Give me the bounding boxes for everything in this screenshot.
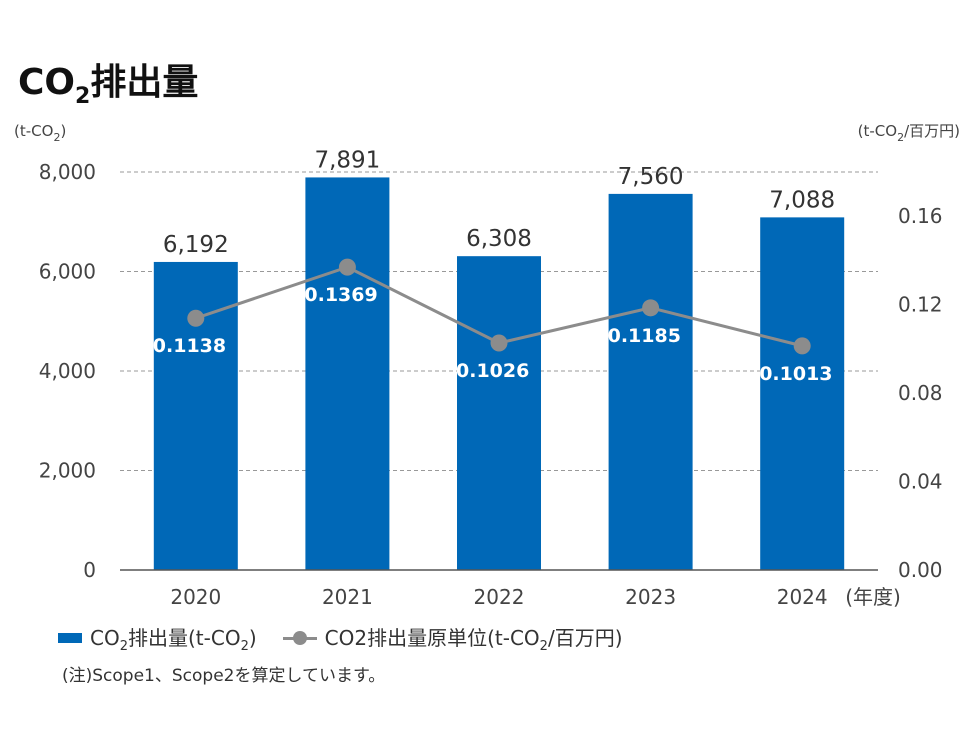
- intensity-point: [187, 309, 205, 327]
- right-y-tick-label: 0.00: [898, 558, 943, 582]
- left-y-tick-label: 8,000: [39, 160, 96, 184]
- intensity-point: [642, 299, 660, 317]
- bar: [457, 256, 541, 570]
- x-tick-label: 2022: [474, 585, 525, 609]
- x-tick-label: 2021: [322, 585, 373, 609]
- bar-value-label: 7,088: [769, 187, 835, 213]
- legend-line-label: CO2排出量原単位(t-CO2/百万円): [325, 622, 623, 654]
- legend-bar-label: CO2排出量(t-CO2): [90, 622, 257, 654]
- legend-line-post: /百万円): [547, 626, 623, 650]
- left-y-tick-label: 4,000: [39, 359, 96, 383]
- x-axis-suffix: (年度): [845, 585, 901, 609]
- left-y-tick-label: 0: [83, 558, 96, 582]
- intensity-value-label: 0.1185: [608, 325, 681, 347]
- chart-title: CO2排出量: [18, 62, 198, 109]
- intensity-value-label: 0.1138: [153, 335, 226, 357]
- left-axis-unit-post: ): [60, 122, 66, 140]
- legend-line-swatch: [282, 631, 317, 645]
- footnote: (注)Scope1、Scope2を算定しています。: [62, 666, 386, 686]
- legend-bar-swatch: [58, 633, 82, 643]
- right-axis-unit-pre: (t-CO: [858, 122, 897, 140]
- chart-title-main: CO: [18, 62, 75, 103]
- right-axis-unit: (t-CO2/百万円): [858, 122, 960, 144]
- legend-bar-sub2: 2: [240, 639, 249, 654]
- legend-line-pre: CO2排出量原単位(t-CO: [324, 626, 540, 650]
- x-tick-label: 2020: [170, 585, 221, 609]
- left-y-tick-label: 2,000: [39, 459, 96, 483]
- bar: [305, 177, 390, 571]
- data-labels: 6,192 7,891 6,308 7,560 7,088 0.1138 0.1369 0.1…: [153, 147, 835, 384]
- legend-bar-post2: ): [248, 626, 257, 650]
- x-tick-label: 2024: [777, 585, 828, 609]
- x-tick-label: 2023: [625, 585, 676, 609]
- left-axis-unit-sub: 2: [53, 131, 60, 144]
- axes: 0 2,000 4,000 6,000 8,000 0.00 0.04 0.08 0.12 0.1…: [39, 160, 943, 609]
- right-y-tick-label: 0.04: [898, 470, 943, 494]
- chart-title-tail: 排出量: [90, 62, 198, 103]
- right-axis-unit-sub: 2: [897, 131, 904, 144]
- bar-value-label: 6,192: [163, 232, 229, 258]
- bar-value-label: 6,308: [466, 226, 532, 252]
- legend-bar-sub: 2: [119, 639, 128, 654]
- right-y-tick-label: 0.16: [898, 204, 943, 228]
- right-axis-unit-post: /百万円): [904, 122, 960, 140]
- intensity-point: [338, 258, 356, 276]
- bar-value-label: 7,560: [618, 164, 684, 190]
- left-axis-unit: (t-CO2): [14, 122, 66, 144]
- chart-title-sub: 2: [75, 84, 90, 109]
- intensity-point: [490, 334, 508, 352]
- right-y-tick-label: 0.08: [898, 381, 943, 405]
- intensity-value-label: 0.1026: [456, 360, 529, 382]
- bar: [608, 193, 693, 570]
- right-y-tick-label: 0.12: [898, 293, 943, 317]
- bar: [760, 217, 845, 570]
- legend-bar-post: 排出量(t-CO: [128, 626, 241, 650]
- intensity-value-label: 0.1013: [759, 363, 832, 385]
- left-axis-unit-pre: (t-CO: [14, 122, 53, 140]
- legend-line-sub: 2: [539, 639, 548, 654]
- bar-value-label: 7,891: [314, 147, 380, 173]
- intensity-line: [187, 258, 811, 355]
- legend: CO2排出量(t-CO2) CO2排出量原単位(t-CO2/百万円): [58, 622, 623, 654]
- left-y-tick-label: 6,000: [39, 260, 96, 284]
- intensity-value-label: 0.1369: [304, 284, 377, 306]
- intensity-point: [793, 337, 811, 355]
- legend-bar-pre: CO: [90, 626, 120, 650]
